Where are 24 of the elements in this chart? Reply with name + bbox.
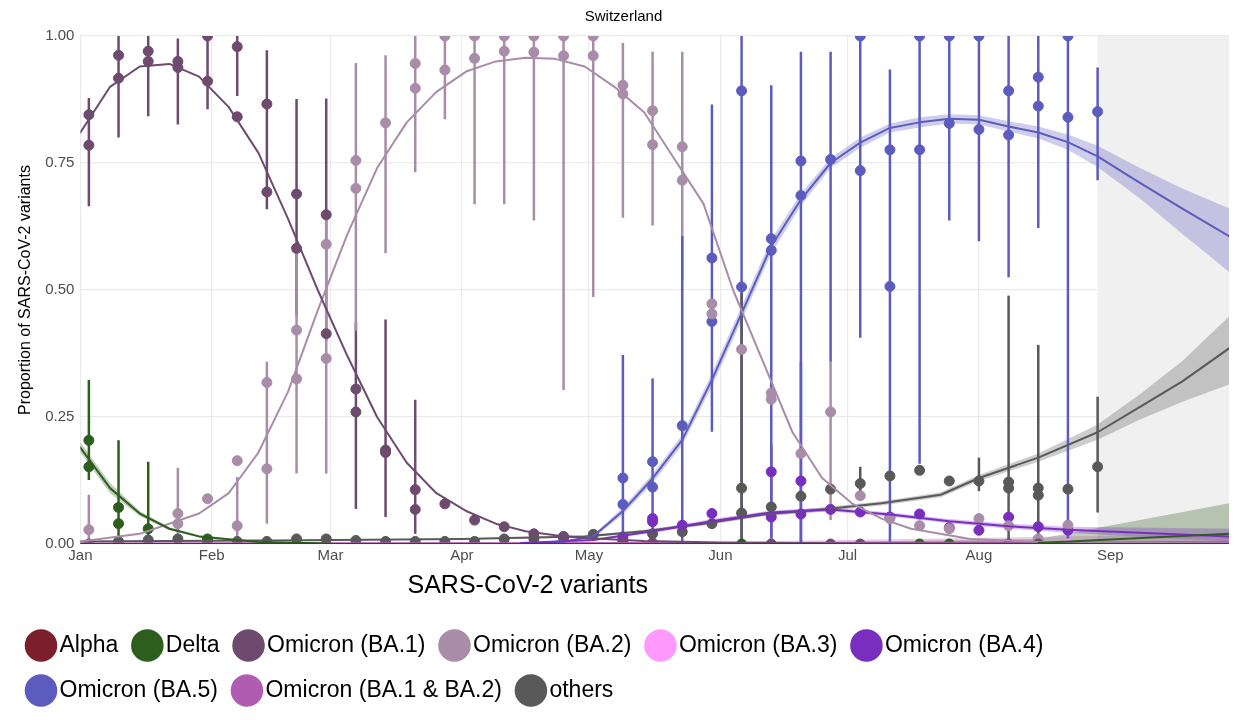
x-tick-label: Jul bbox=[837, 546, 858, 564]
legend-label: Alpha bbox=[59, 630, 119, 657]
x-tick-label: Sep bbox=[1096, 546, 1124, 564]
x-tick-label: Aug bbox=[965, 546, 993, 564]
y-tick-label: 0.50 bbox=[45, 280, 75, 298]
x-tick-label: Feb bbox=[198, 546, 225, 564]
legend-label: others bbox=[549, 675, 614, 702]
x-tick-label: Apr bbox=[450, 546, 474, 564]
legend-label: Delta bbox=[165, 630, 220, 657]
legend-label: Omicron (BA.4) bbox=[884, 630, 1044, 657]
y-tick-label: 0.25 bbox=[45, 407, 75, 425]
x-tick-label: Jun bbox=[708, 546, 733, 564]
legend-label: Omicron (BA.1 & BA.2) bbox=[265, 675, 502, 702]
chart-title: Switzerland bbox=[584, 7, 663, 25]
legend-label: Omicron (BA.3) bbox=[678, 630, 838, 657]
legend-title: SARS-CoV-2 variants bbox=[407, 570, 648, 599]
y-axis-title: Proportion of SARS-CoV-2 variants bbox=[16, 165, 34, 415]
x-tick-label: May bbox=[574, 546, 604, 564]
y-tick-label: 1.00 bbox=[45, 26, 75, 44]
y-tick-label: 0.75 bbox=[45, 153, 75, 171]
x-tick-label: Mar bbox=[317, 546, 344, 564]
legend-label: Omicron (BA.2) bbox=[472, 630, 632, 657]
legend-label: Omicron (BA.1) bbox=[267, 630, 426, 657]
legend-label: Omicron (BA.5) bbox=[59, 675, 218, 702]
